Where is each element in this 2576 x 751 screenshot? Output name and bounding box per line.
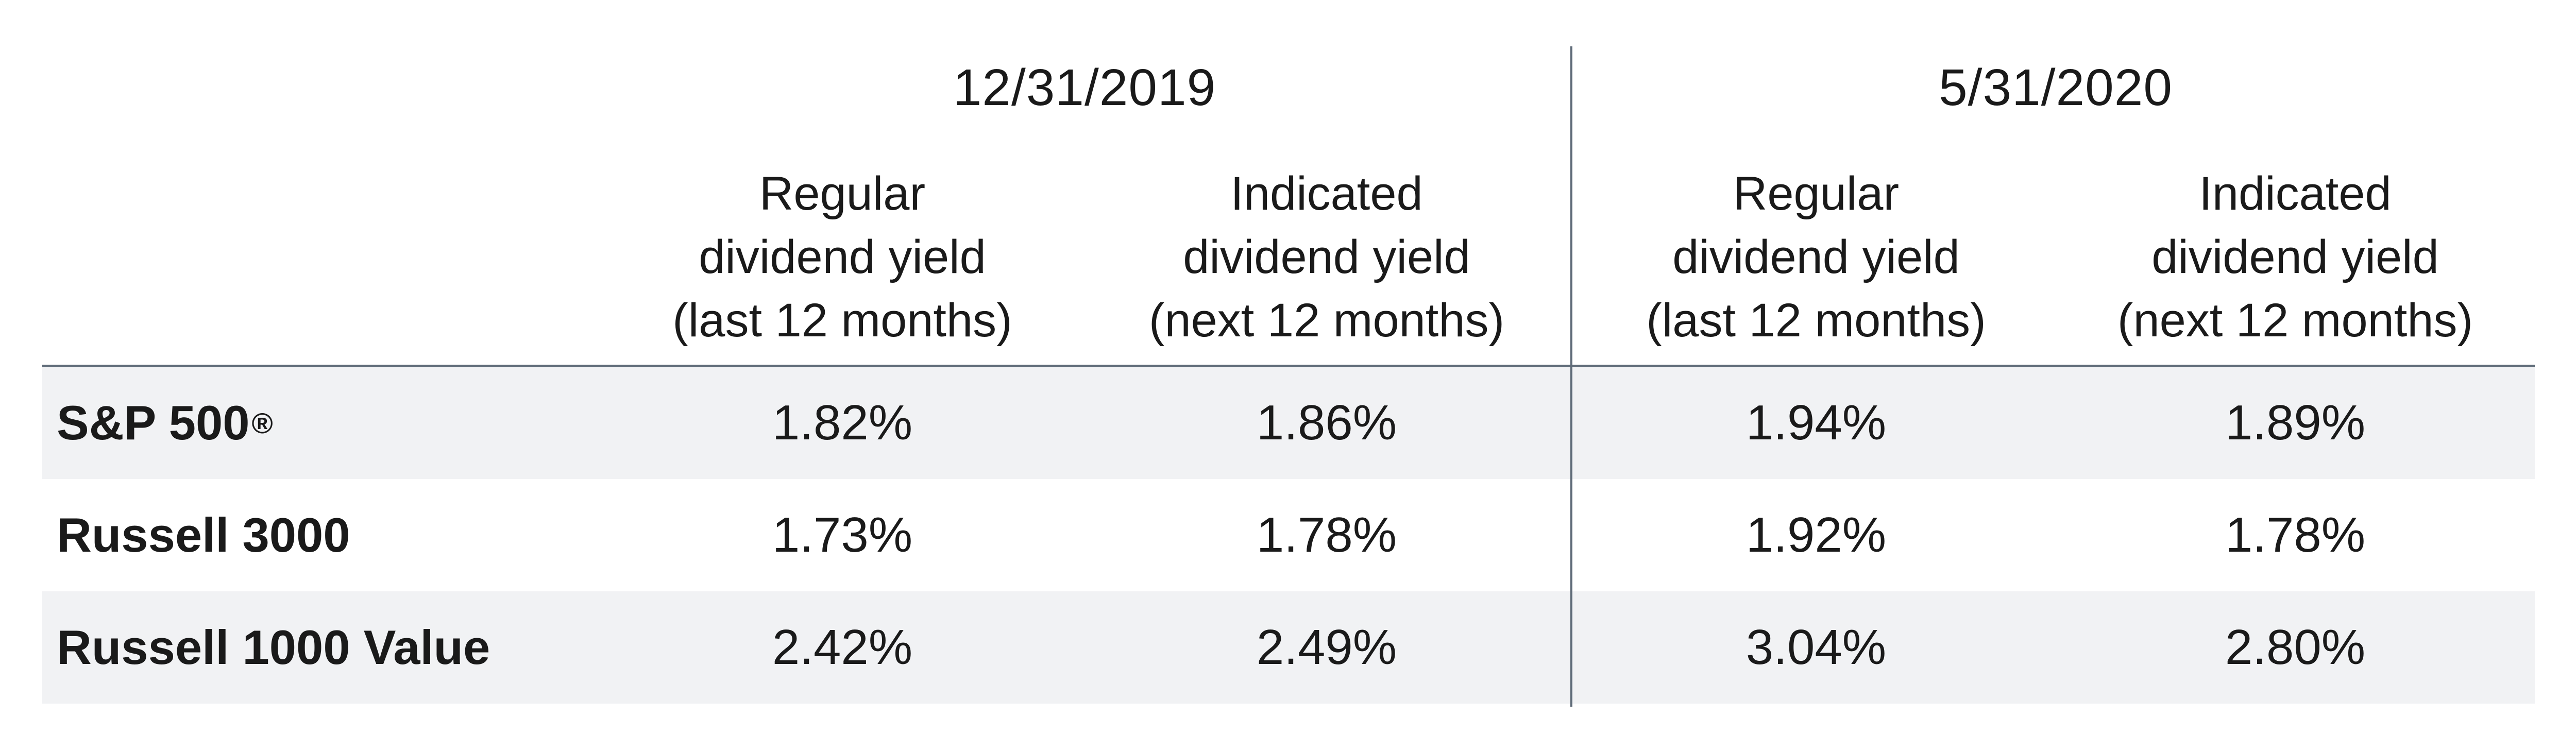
row-label-text: S&P 500 xyxy=(57,396,250,450)
table-cell: 2.80% xyxy=(2225,620,2366,675)
row-label-text: Russell 3000 xyxy=(57,508,350,562)
row-label: Russell 1000 Value xyxy=(57,591,490,704)
table-cell: 1.94% xyxy=(1745,395,1887,450)
registered-mark: ® xyxy=(251,406,273,439)
table-cell: 1.86% xyxy=(1256,395,1397,450)
table-row-band xyxy=(42,479,2535,591)
column-header-line: Regular xyxy=(759,167,926,220)
column-header-line: (last 12 months) xyxy=(1646,294,1986,347)
column-header: Indicated dividend yield (next 12 months… xyxy=(2056,162,2535,355)
table-cell: 2.42% xyxy=(772,620,913,675)
column-header-line: (next 12 months) xyxy=(1148,294,1505,347)
column-header: Regular dividend yield (last 12 months) xyxy=(603,162,1082,355)
table-cell: 1.92% xyxy=(1745,507,1887,562)
group-header-2020: 5/31/2020 xyxy=(1939,58,2173,116)
group-header-2019: 12/31/2019 xyxy=(953,58,1216,116)
table-cell: 1.78% xyxy=(2225,507,2366,562)
column-header: Indicated dividend yield (next 12 months… xyxy=(1087,162,1566,355)
column-header-line: Indicated xyxy=(2199,167,2392,220)
column-header-line: Regular xyxy=(1733,167,1900,220)
column-header-line: dividend yield xyxy=(1672,231,1960,283)
column-header-line: dividend yield xyxy=(699,231,986,283)
row-label: Russell 3000 xyxy=(57,479,350,591)
row-label: S&P 500 ® xyxy=(57,367,273,479)
header-rule xyxy=(42,365,2535,367)
column-header: Regular dividend yield (last 12 months) xyxy=(1577,162,2056,355)
table-cell: 1.89% xyxy=(2225,395,2366,450)
table-cell: 1.82% xyxy=(772,395,913,450)
table-row-band xyxy=(42,591,2535,704)
column-header-line: dividend yield xyxy=(1183,231,1470,283)
column-header-line: (last 12 months) xyxy=(672,294,1012,347)
table-row-band xyxy=(42,367,2535,479)
table-cell: 1.73% xyxy=(772,507,913,562)
group-divider xyxy=(1570,46,1572,707)
column-header-line: Indicated xyxy=(1230,167,1423,220)
table-cell: 3.04% xyxy=(1745,620,1887,675)
column-header-line: dividend yield xyxy=(2151,231,2439,283)
column-header-line: (next 12 months) xyxy=(2117,294,2473,347)
row-label-text: Russell 1000 Value xyxy=(57,620,490,674)
table-cell: 2.49% xyxy=(1256,620,1397,675)
table-cell: 1.78% xyxy=(1256,507,1397,562)
